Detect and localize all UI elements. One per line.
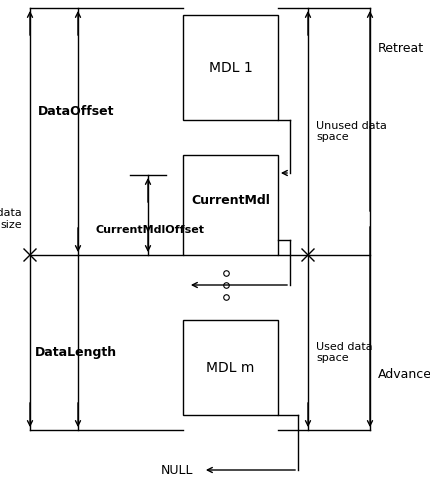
Text: NULL: NULL: [160, 464, 193, 476]
Text: DataLength: DataLength: [35, 346, 117, 359]
Text: MDL m: MDL m: [206, 360, 255, 374]
Text: Total data
size: Total data size: [0, 208, 22, 230]
Text: Advance: Advance: [378, 368, 430, 382]
Text: CurrentMdlOffset: CurrentMdlOffset: [95, 225, 205, 235]
Bar: [183, 320, 278, 415]
Text: CurrentMdl: CurrentMdl: [191, 194, 270, 206]
Text: Used data
space: Used data space: [316, 342, 373, 363]
Text: MDL 1: MDL 1: [209, 60, 252, 74]
Bar: [183, 155, 278, 255]
Bar: [183, 15, 278, 120]
Text: Retreat: Retreat: [378, 42, 424, 54]
Text: Unused data
space: Unused data space: [316, 120, 387, 142]
Text: DataOffset: DataOffset: [38, 105, 114, 118]
